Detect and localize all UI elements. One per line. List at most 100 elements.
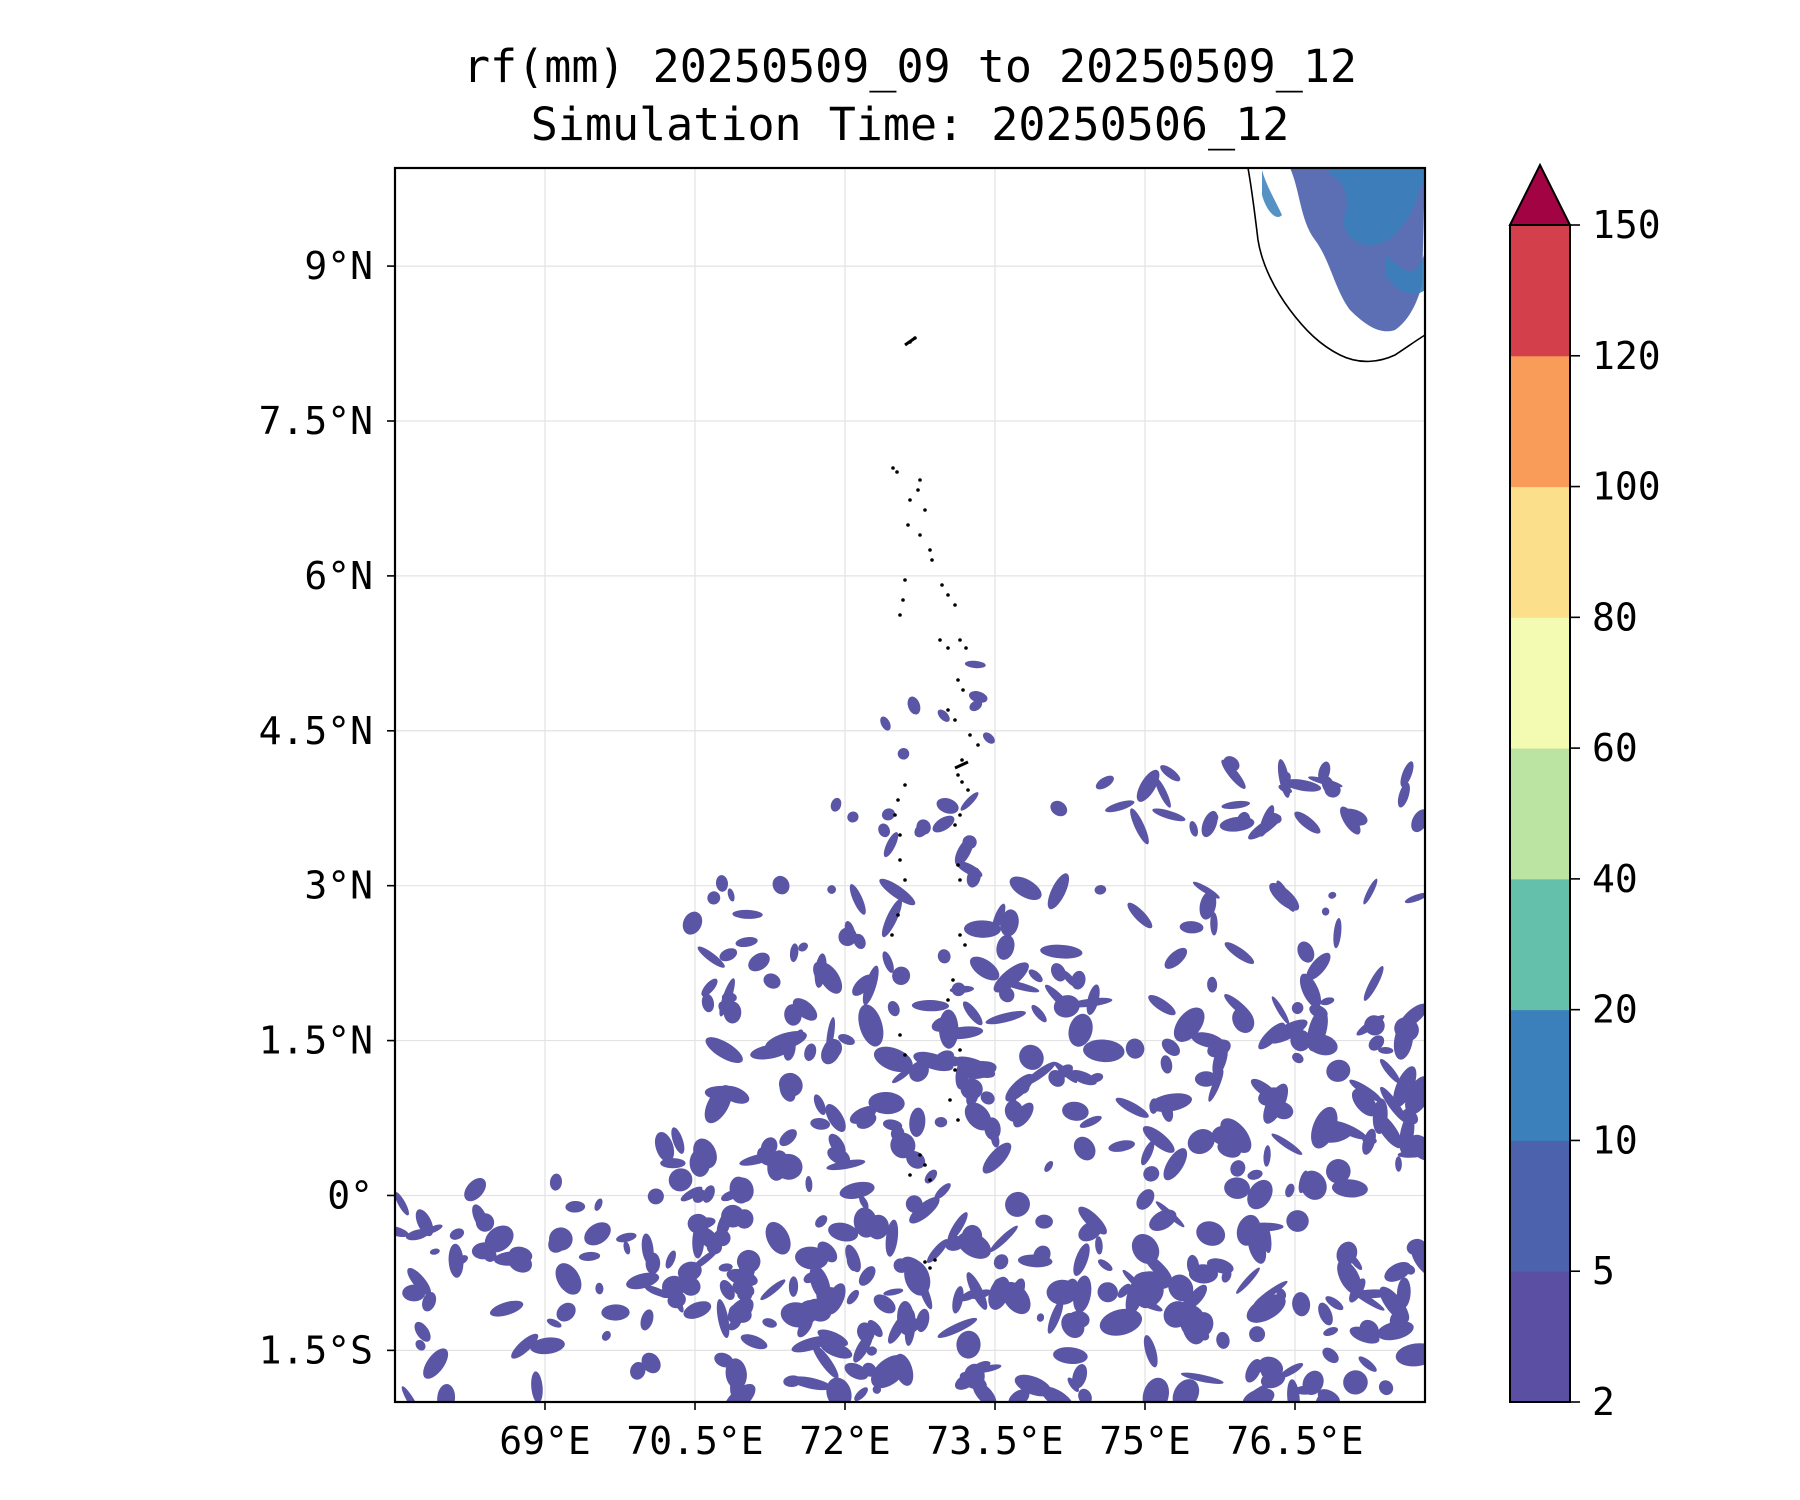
rain-cell [932, 815, 955, 833]
rain-cell [878, 823, 891, 838]
rain-cell [1287, 1379, 1300, 1402]
rain-cell [630, 1361, 646, 1380]
rain-cell [1309, 1004, 1328, 1019]
rain-cell [507, 1251, 532, 1273]
rain-cell [1302, 1370, 1324, 1395]
rain-cell [704, 1085, 732, 1124]
rain-cell [1300, 1170, 1327, 1200]
rain-cell [1073, 1243, 1090, 1276]
rain-cell [859, 1195, 869, 1210]
colorbar-segment-0 [1510, 1271, 1570, 1403]
rain-cell [1368, 1035, 1385, 1051]
colorbar-segment-4 [1510, 748, 1570, 880]
rain-cell [1155, 1201, 1185, 1228]
rain-cell [1191, 1312, 1214, 1338]
rain-cell [1404, 892, 1425, 904]
rain-cell [641, 1352, 661, 1374]
rain-cell [647, 1188, 664, 1205]
rain-cell [680, 1276, 701, 1296]
island-dot-7 [923, 508, 927, 512]
rain-cell [1292, 1052, 1304, 1064]
rain-cell [1380, 1325, 1396, 1338]
rain-cell [1374, 1111, 1403, 1149]
rain-cell [475, 1213, 495, 1232]
rain-cell [1329, 1116, 1338, 1133]
rain-cell [1318, 761, 1331, 783]
rain-cell [1173, 1007, 1205, 1042]
rain-cell [954, 1056, 996, 1079]
rain-cell [723, 1001, 742, 1024]
rain-cell [952, 1286, 964, 1314]
rain-cell [1160, 1099, 1174, 1122]
rain-cell [471, 1242, 496, 1260]
rain-cell [1036, 1313, 1045, 1322]
rain-cell [644, 1285, 669, 1298]
rain-cell [825, 1283, 846, 1315]
island-dot-6 [908, 498, 912, 502]
rain-cell [805, 1298, 832, 1322]
rain-cell [623, 1241, 631, 1255]
rain-cell [641, 1233, 654, 1265]
rain-cell [1221, 800, 1250, 810]
lat-tick-label-6: 0° [327, 1173, 373, 1217]
island-dot-2 [891, 466, 895, 470]
island-dot-23 [961, 688, 965, 692]
island-dot-27 [976, 743, 980, 747]
rain-cell [740, 1334, 768, 1350]
rain-cell [1000, 909, 1019, 937]
rain-cell [760, 1137, 778, 1157]
island-dot-40 [956, 863, 960, 867]
rain-cell [872, 1385, 882, 1394]
rain-cell [1164, 947, 1188, 969]
rain-cell [415, 1209, 434, 1237]
island-dot-34 [960, 780, 964, 784]
rain-cell [1196, 1221, 1226, 1246]
island-dot-3 [895, 470, 899, 474]
rain-cell [1031, 1004, 1047, 1023]
rain-cell [511, 1333, 539, 1359]
rain-cell [1216, 1331, 1230, 1349]
rain-cell [1253, 1280, 1288, 1305]
rain-cell [964, 1102, 992, 1131]
island-dot-8 [906, 523, 910, 527]
rain-cell [1044, 1160, 1054, 1172]
rain-cell [1068, 1013, 1093, 1047]
rain-cell [1247, 1179, 1273, 1210]
rain-cell [728, 1303, 752, 1323]
rain-cell [827, 885, 836, 894]
rain-cell [414, 1321, 431, 1342]
rain-cell [1186, 1254, 1200, 1276]
rain-cell [1395, 1343, 1425, 1367]
rain-cell [548, 1231, 569, 1253]
rain-cell [935, 1050, 955, 1066]
rain-cell [1221, 759, 1246, 789]
rain-cell [395, 1225, 409, 1238]
rain-cell [1322, 1347, 1339, 1364]
rain-cell [883, 832, 899, 858]
rain-cell [784, 1004, 802, 1026]
rain-cell [422, 1292, 437, 1312]
island-dot-31 [896, 798, 900, 802]
rain-cell [1015, 1079, 1030, 1094]
colorbar: 2 5 10 20 40 60 80 100 120 150 [1508, 162, 1661, 1424]
rain-cell [660, 1158, 686, 1169]
rain-cell [555, 1263, 582, 1295]
rain-cell [665, 1250, 676, 1269]
rain-cell [1013, 1102, 1034, 1128]
lat-tick-label-1: 7.5°N [259, 399, 373, 443]
island-dot-44 [958, 933, 962, 937]
island-dot-30 [903, 783, 907, 787]
island-dot-58 [923, 1260, 927, 1264]
rain-cell [721, 1204, 745, 1228]
colorbar-label-3: 20 [1592, 988, 1638, 1032]
rain-cell [960, 792, 979, 811]
rain-cell [1320, 997, 1335, 1006]
rain-cell [1067, 1377, 1080, 1392]
map-gridlines [395, 168, 1425, 1402]
rain-cell [1095, 775, 1114, 790]
rain-cell [873, 1046, 913, 1073]
rain-cell [1247, 1230, 1267, 1264]
rain-cell [882, 951, 894, 973]
rain-cell [1071, 970, 1086, 990]
